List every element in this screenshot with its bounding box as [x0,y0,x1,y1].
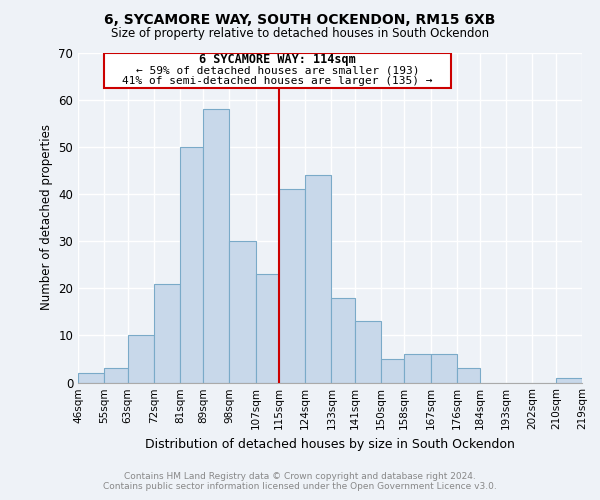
Bar [154,284,180,382]
X-axis label: Distribution of detached houses by size in South Ockendon: Distribution of detached houses by size … [145,438,515,451]
Text: 41% of semi-detached houses are larger (135) →: 41% of semi-detached houses are larger (… [122,76,433,86]
Bar [229,241,256,382]
Bar [203,109,229,382]
Bar [355,321,381,382]
Bar [78,373,104,382]
Bar [128,336,154,382]
Bar [279,189,305,382]
Text: Size of property relative to detached houses in South Ockendon: Size of property relative to detached ho… [111,28,489,40]
Y-axis label: Number of detached properties: Number of detached properties [40,124,53,310]
Bar [404,354,431,382]
Bar [104,368,128,382]
Text: Contains HM Land Registry data © Crown copyright and database right 2024.
Contai: Contains HM Land Registry data © Crown c… [103,472,497,491]
Bar [431,354,457,382]
Bar [305,175,331,382]
Bar [331,298,355,382]
Bar [180,147,203,382]
Text: 6 SYCAMORE WAY: 114sqm: 6 SYCAMORE WAY: 114sqm [199,53,356,66]
Text: 6, SYCAMORE WAY, SOUTH OCKENDON, RM15 6XB: 6, SYCAMORE WAY, SOUTH OCKENDON, RM15 6X… [104,12,496,26]
Text: ← 59% of detached houses are smaller (193): ← 59% of detached houses are smaller (19… [136,66,419,76]
Bar [556,378,582,382]
FancyBboxPatch shape [104,52,451,88]
Bar [381,359,404,382]
Bar [457,368,480,382]
Bar [256,274,279,382]
